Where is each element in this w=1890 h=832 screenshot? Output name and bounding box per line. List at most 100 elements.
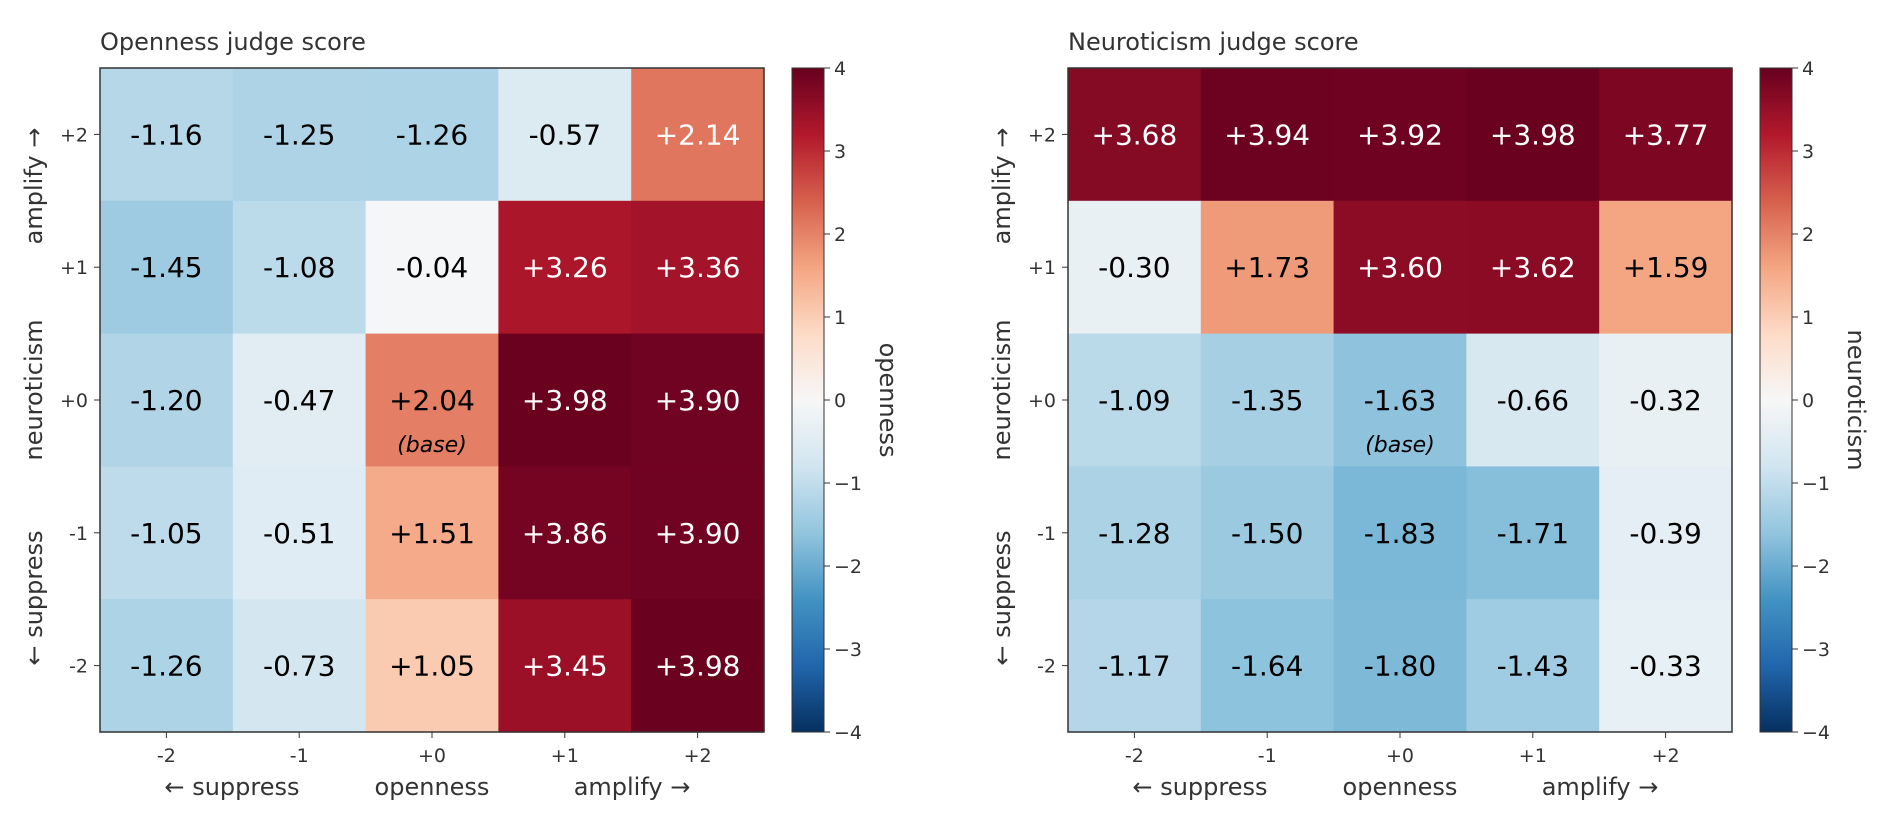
- colorbar: [1759, 67, 1793, 733]
- base-cell-label: (base): [1365, 433, 1435, 458]
- heatmap-cell: [1466, 599, 1600, 733]
- y-tick-label: +2: [1028, 124, 1056, 146]
- colorbar-tick-label: −4: [1802, 722, 1830, 744]
- cell-value-label: -1.20: [130, 384, 202, 417]
- colorbar-tick-label: −4: [834, 722, 862, 744]
- x-axis-label-suppress: ← suppress: [1132, 773, 1267, 801]
- chart-title: Openness judge score: [100, 28, 366, 56]
- heatmap-cell: [498, 200, 632, 335]
- colorbar-tick-label: 4: [1802, 58, 1814, 80]
- cell-value-label: -0.73: [263, 650, 335, 683]
- cell-value-label: +3.94: [1224, 118, 1310, 151]
- cell-value-label: +1.73: [1224, 251, 1310, 284]
- y-tick-label: +0: [60, 390, 88, 412]
- heatmap-cell: [1599, 599, 1733, 733]
- heatmap-cell: [365, 466, 499, 600]
- cell-value-label: -1.16: [130, 118, 202, 151]
- heatmap-cell: [1068, 466, 1202, 600]
- x-axis-label-amplify: amplify →: [574, 773, 691, 801]
- colorbar-tick-label: 1: [1802, 307, 1814, 329]
- heatmap-cell: [1200, 599, 1335, 733]
- cell-value-label: -0.32: [1629, 384, 1701, 417]
- heatmap-cell: [1466, 466, 1600, 600]
- cell-value-label: +3.92: [1357, 118, 1443, 151]
- x-tick-label: +2: [684, 745, 712, 767]
- y-tick-label: -1: [69, 523, 88, 545]
- cell-value-label: -1.17: [1098, 650, 1170, 683]
- x-tick-label: +1: [1519, 745, 1547, 767]
- heatmap-cells: -1.16 -1.25 -1.26 -0.57 +2.14 -1.45 -1.08 -0.04…: [100, 68, 765, 733]
- neuroticism-panel: Neuroticism judge score +3.68 +3.94 +3.92 +…: [988, 28, 1870, 801]
- heatmap-cell: [1333, 599, 1467, 733]
- heatmap-cell: [1068, 333, 1202, 467]
- heatmap-cell: [1333, 68, 1467, 202]
- heatmap-cell: [631, 333, 765, 467]
- cell-value-label: +3.98: [1490, 118, 1576, 151]
- heatmap-cell: [1599, 68, 1733, 202]
- heatmap-cell: [365, 68, 499, 202]
- x-tick-label: -2: [1125, 745, 1144, 767]
- cell-value-label: -0.51: [263, 517, 335, 550]
- y-tick-label: +0: [1028, 390, 1056, 412]
- cell-value-label: -0.47: [263, 384, 335, 417]
- y-tick-label: -1: [1037, 523, 1056, 545]
- heatmap-cell: [498, 599, 632, 733]
- y-tick-labels: +2 +1 +0 -1 -2: [60, 124, 100, 678]
- y-tick-label: -2: [69, 656, 88, 678]
- heatmap-cell: [232, 68, 367, 202]
- colorbar-tick-label: 0: [1802, 390, 1814, 412]
- colorbar-ticks: 4 3 2 1 0 −1 −2 −3 −4: [1792, 58, 1830, 744]
- colorbar-tick-label: −2: [834, 556, 862, 578]
- heatmap-cell: [1200, 68, 1335, 202]
- y-axis-label-amplify: amplify →: [988, 128, 1016, 245]
- cell-value-label: +3.86: [522, 517, 608, 550]
- x-axis-label-amplify: amplify →: [1542, 773, 1659, 801]
- cell-value-label: +3.45: [522, 650, 608, 683]
- y-tick-label: +1: [1028, 257, 1056, 279]
- colorbar-tick-label: 0: [834, 390, 846, 412]
- x-tick-labels: -2 -1 +0 +1 +2: [157, 732, 712, 767]
- cell-value-label: +3.26: [522, 251, 608, 284]
- heatmap-cell: [1068, 200, 1202, 335]
- cell-value-label: +3.90: [655, 384, 741, 417]
- cell-value-label: -1.80: [1364, 650, 1436, 683]
- cell-value-label: -1.28: [1098, 517, 1170, 550]
- heatmap-cell: [498, 333, 632, 467]
- cell-value-label: +2.14: [655, 118, 741, 151]
- cell-value-label: -1.45: [130, 251, 202, 284]
- cell-value-label: -0.66: [1497, 384, 1569, 417]
- openness-panel: Openness judge score -1.16 -1.25 -1.26 -0.5…: [20, 28, 902, 801]
- cell-value-label: +1.59: [1623, 251, 1709, 284]
- cell-value-label: -1.09: [1098, 384, 1170, 417]
- heatmap-cell: [365, 333, 499, 467]
- colorbar-tick-label: 2: [834, 224, 846, 246]
- cell-value-label: +3.36: [655, 251, 741, 284]
- cell-value-label: -0.57: [529, 118, 601, 151]
- x-tick-label: +1: [551, 745, 579, 767]
- chart-title: Neuroticism judge score: [1068, 28, 1359, 56]
- cell-value-label: -0.30: [1098, 251, 1170, 284]
- cell-value-label: -1.83: [1364, 517, 1436, 550]
- colorbar-tick-label: 3: [1802, 141, 1814, 163]
- cell-value-label: -1.71: [1497, 517, 1569, 550]
- x-tick-labels: -2 -1 +0 +1 +2: [1125, 732, 1680, 767]
- heatmap-cell: [1333, 466, 1467, 600]
- heatmap-cell: [498, 466, 632, 600]
- cell-value-label: -1.43: [1497, 650, 1569, 683]
- x-tick-label: -1: [1258, 745, 1277, 767]
- heatmap-cell: [100, 466, 234, 600]
- cell-value-label: -1.63: [1364, 384, 1436, 417]
- x-axis-label-suppress: ← suppress: [164, 773, 299, 801]
- heatmap-cell: [232, 200, 367, 335]
- cell-value-label: -1.26: [396, 118, 468, 151]
- x-tick-label: +2: [1652, 745, 1680, 767]
- heatmap-cell: [1466, 333, 1600, 467]
- x-axis-label-openness: openness: [375, 773, 490, 801]
- colorbar-tick-label: −3: [834, 639, 862, 661]
- heatmap-cell: [1333, 200, 1467, 335]
- heatmap-cell: [365, 200, 499, 335]
- cell-value-label: +2.04: [389, 384, 475, 417]
- cell-value-label: +3.77: [1623, 118, 1709, 151]
- heatmap-cell: [1068, 599, 1202, 733]
- x-tick-label: +0: [418, 745, 446, 767]
